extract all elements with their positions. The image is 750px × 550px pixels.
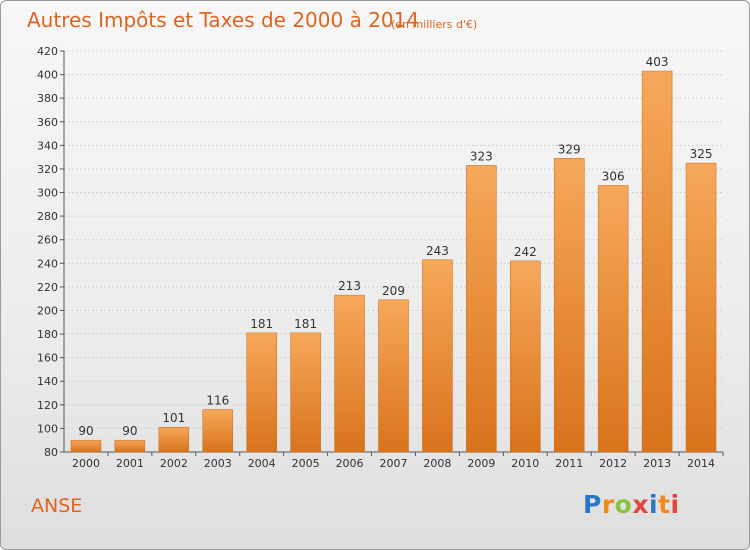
bar-2009 (466, 165, 497, 453)
x-tick-label-2008: 2008 (423, 457, 451, 470)
labels: 90 2000 90 2001 101 2002 116 2003 181 2004 181 2005… (72, 55, 715, 470)
data-label-2000: 90 (78, 424, 93, 438)
proxiti-logo[interactable]: Proxiti (583, 490, 680, 519)
y-tick-label: 160 (37, 352, 58, 365)
y-tick-label: 80 (44, 446, 58, 459)
y-tick-label: 400 (37, 69, 58, 82)
bar-2000 (70, 439, 102, 453)
y-tick-label: 380 (37, 92, 58, 105)
y-tick-label: 100 (37, 422, 58, 435)
bar-chart: 80 100 120 140 160 180 200 220 240 260 280 300 320 34… (37, 45, 724, 470)
bar-2013 (641, 70, 673, 453)
data-label-2005: 181 (294, 317, 317, 331)
y-tick-label: 340 (37, 139, 58, 152)
y-tick-label: 320 (37, 163, 58, 176)
y-tick-label: 120 (37, 399, 58, 412)
bar-2010 (510, 260, 541, 453)
x-tick-label-2010: 2010 (511, 457, 539, 470)
data-label-2014: 325 (690, 147, 713, 161)
y-tick-label: 240 (37, 257, 58, 270)
x-tick-label-2005: 2005 (292, 457, 320, 470)
data-label-2006: 213 (338, 279, 361, 293)
bar-2014 (685, 162, 717, 453)
bar-2012 (597, 185, 629, 453)
chart-subtitle: (en milliers d'€) (391, 18, 478, 31)
y-tick-label: 360 (37, 116, 58, 129)
y-tick-label: 180 (37, 328, 58, 341)
y-tick-label: 140 (37, 375, 58, 388)
x-tick-label-2002: 2002 (160, 457, 188, 470)
x-tick-label-2013: 2013 (643, 457, 671, 470)
bar-2006 (334, 294, 365, 453)
bar-2011 (553, 158, 585, 453)
bar-2001 (114, 439, 146, 453)
y-tick-label: 420 (37, 45, 58, 58)
y-tick-label: 260 (37, 234, 58, 247)
bars (70, 70, 717, 453)
bar-2002 (158, 426, 190, 453)
data-label-2012: 306 (602, 169, 625, 183)
data-label-2007: 209 (382, 284, 405, 298)
data-label-2009: 323 (470, 149, 493, 163)
x-tick-label-2011: 2011 (555, 457, 583, 470)
data-label-2003: 116 (206, 394, 229, 408)
x-tick-label-2006: 2006 (336, 457, 364, 470)
y-tick-label: 200 (37, 304, 58, 317)
x-tick-label-2001: 2001 (116, 457, 144, 470)
chart-title: Autres Impôts et Taxes de 2000 à 2014 (27, 8, 420, 32)
bar-2003 (202, 409, 234, 453)
x-tick-label-2004: 2004 (248, 457, 276, 470)
y-tick-label: 300 (37, 187, 58, 200)
x-tick-label-2007: 2007 (380, 457, 408, 470)
y-tick-label: 220 (37, 281, 58, 294)
data-label-2010: 242 (514, 245, 537, 259)
bar-2008 (422, 259, 453, 453)
bar-2004 (246, 332, 277, 453)
data-label-2004: 181 (250, 317, 273, 331)
data-label-2011: 329 (558, 142, 581, 156)
x-tick-label-2003: 2003 (204, 457, 232, 470)
x-tick-label-2014: 2014 (687, 457, 715, 470)
x-tick-label-2000: 2000 (72, 457, 100, 470)
x-tick-label-2012: 2012 (599, 457, 627, 470)
x-tick-label-2009: 2009 (467, 457, 495, 470)
place-name: ANSE (31, 495, 83, 517)
data-label-2013: 403 (646, 55, 669, 69)
bar-2007 (378, 299, 409, 453)
data-label-2008: 243 (426, 244, 449, 258)
bar-2005 (290, 332, 321, 453)
data-label-2001: 90 (122, 424, 137, 438)
y-tick-label: 280 (37, 210, 58, 223)
data-label-2002: 101 (162, 411, 185, 425)
